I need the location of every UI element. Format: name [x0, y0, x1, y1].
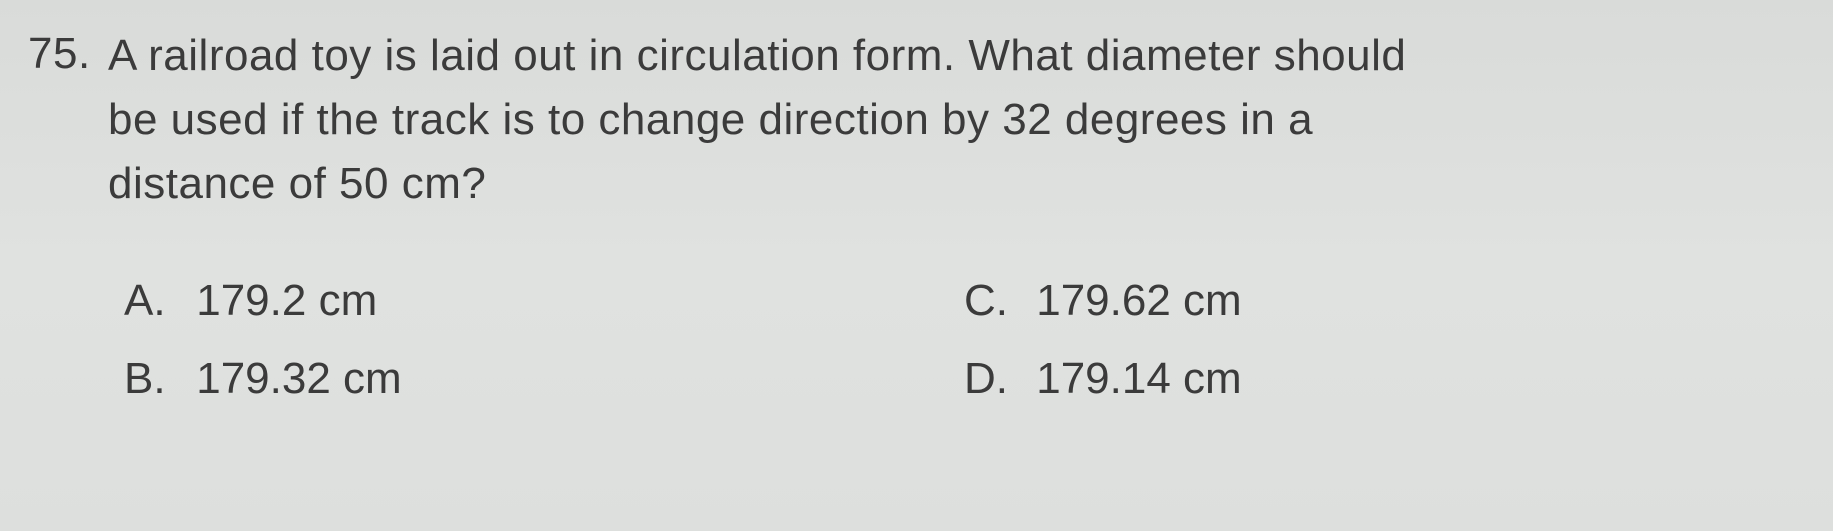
- question-block: 75. A railroad toy is laid out in circul…: [28, 24, 1793, 411]
- choice-d: D. 179.14 cm: [964, 347, 1764, 411]
- page: 75. A railroad toy is laid out in circul…: [0, 0, 1833, 531]
- choice-c-letter: C.: [964, 269, 1024, 333]
- choice-b-text: 179.32 cm: [196, 354, 401, 403]
- choice-d-text: 179.14 cm: [1036, 354, 1241, 403]
- choice-a-text: 179.2 cm: [196, 276, 377, 325]
- question-number: 75.: [28, 24, 108, 83]
- choice-a: A. 179.2 cm: [124, 269, 924, 333]
- question-row: 75. A railroad toy is laid out in circul…: [28, 24, 1793, 215]
- question-line-3: distance of 50 cm?: [108, 152, 1406, 216]
- choice-c-text: 179.62 cm: [1036, 276, 1241, 325]
- question-text: A railroad toy is laid out in circulatio…: [108, 24, 1406, 215]
- question-line-2: be used if the track is to change direct…: [108, 88, 1406, 152]
- choice-c: C. 179.62 cm: [964, 269, 1764, 333]
- choice-b: B. 179.32 cm: [124, 347, 924, 411]
- choices: A. 179.2 cm C. 179.62 cm B. 179.32 cm D.…: [28, 269, 1764, 411]
- choice-d-letter: D.: [964, 347, 1024, 411]
- choice-b-letter: B.: [124, 347, 184, 411]
- question-line-1: A railroad toy is laid out in circulatio…: [108, 24, 1406, 88]
- choice-a-letter: A.: [124, 269, 184, 333]
